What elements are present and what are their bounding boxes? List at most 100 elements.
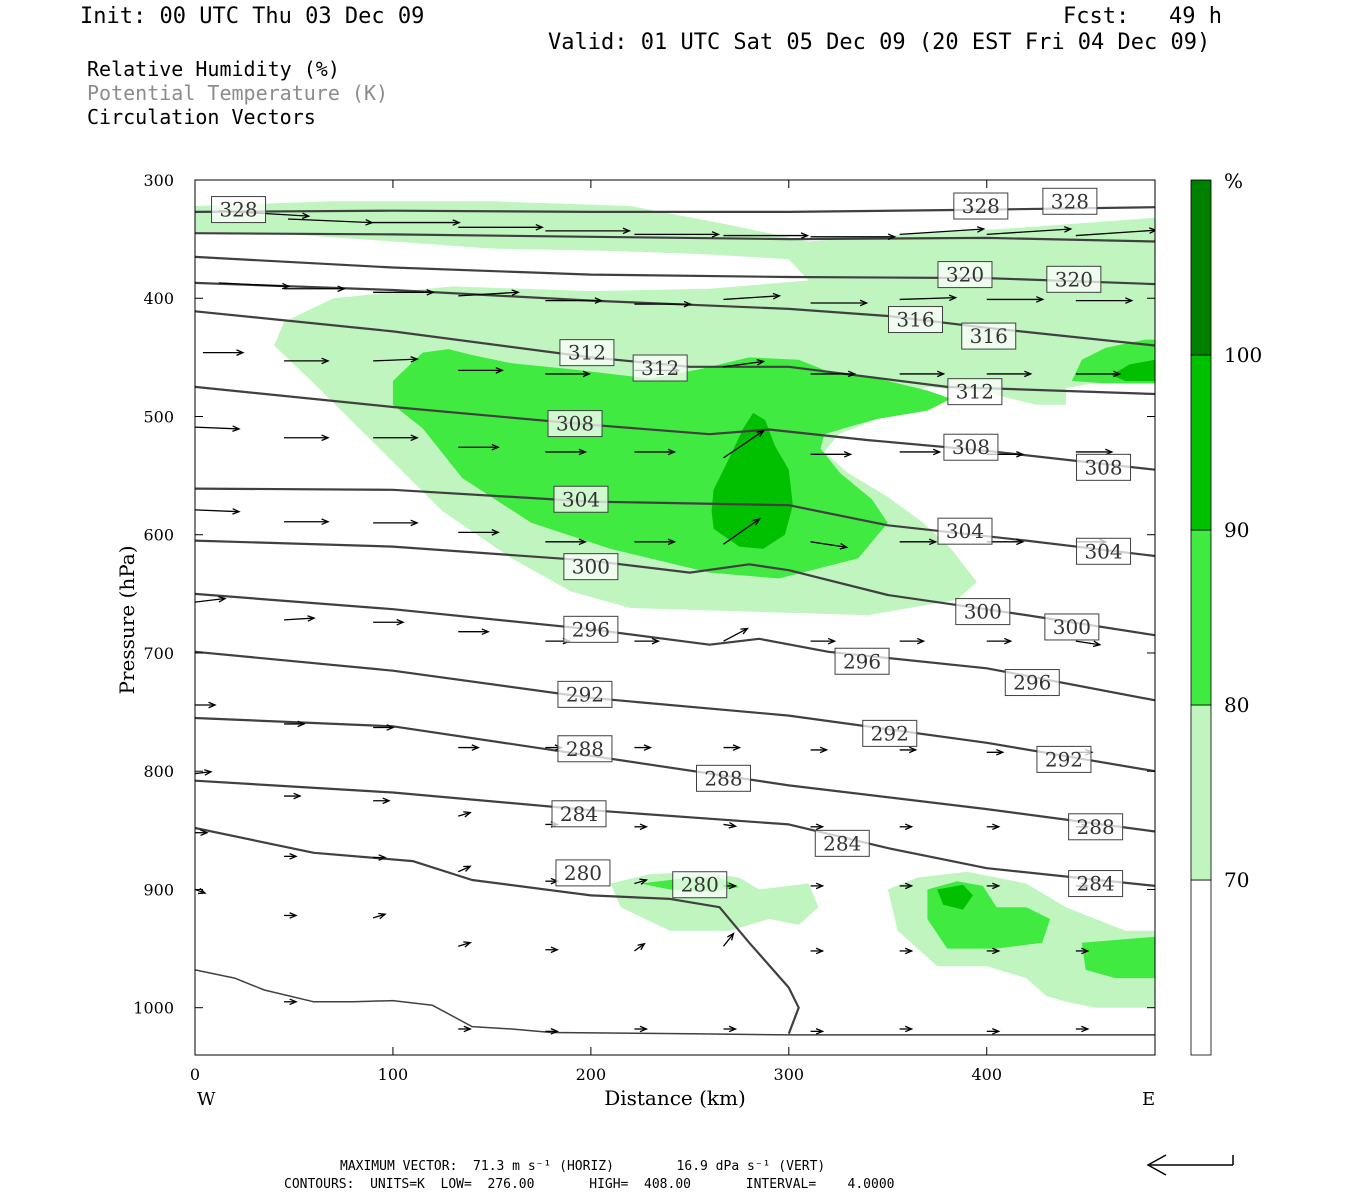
- isentrope-label-box: [1042, 187, 1098, 215]
- vector-shaft: [634, 879, 647, 885]
- vector-head: [463, 941, 472, 948]
- vector-head: [452, 219, 461, 226]
- vector-head: [815, 882, 825, 890]
- vector-head: [578, 448, 588, 456]
- vector-head: [732, 744, 742, 751]
- circulation-vector: [899, 1025, 914, 1033]
- circulation-vector: [373, 519, 419, 527]
- isentrope-288: [195, 716, 1155, 833]
- circulation-vector: [723, 358, 766, 368]
- vector-head: [667, 538, 677, 546]
- circulation-vector: [1075, 297, 1134, 304]
- vector-head: [1024, 370, 1033, 378]
- vector-head: [815, 947, 825, 955]
- circulation-vector: [458, 289, 520, 297]
- y-tick-label: 600: [143, 526, 174, 545]
- vector-head: [740, 627, 749, 635]
- circulation-vector: [810, 882, 825, 890]
- isentrope-label: 328: [211, 196, 267, 224]
- vector-head: [728, 1025, 738, 1033]
- isentrope-label: 296: [1004, 669, 1060, 697]
- vector-shaft: [899, 296, 956, 301]
- vector-head: [535, 223, 544, 231]
- vector-head: [1063, 226, 1073, 233]
- isentrope-label-text: 296: [1013, 671, 1051, 695]
- x-axis-east-label: E: [1142, 1089, 1155, 1110]
- vector-head: [827, 637, 837, 645]
- vector-shaft: [458, 291, 519, 297]
- vector-head: [337, 285, 346, 293]
- isentrope-label-box: [553, 485, 609, 513]
- circulation-vector: [810, 947, 825, 955]
- isentrope-label-box: [834, 647, 890, 675]
- isentrope-label-text: 300: [572, 555, 610, 579]
- y-tick-label: 800: [143, 762, 174, 781]
- circulation-vector: [723, 292, 782, 301]
- vector-shaft: [722, 933, 735, 947]
- isentrope-label-text: 288: [1077, 815, 1115, 839]
- circulation-vector: [986, 947, 1001, 955]
- rh-region-90: [1111, 359, 1155, 381]
- reference-vector: [1146, 1154, 1234, 1176]
- isentrope-label-text: 292: [871, 721, 909, 745]
- vector-head: [815, 823, 825, 831]
- isentrope-label-text: 292: [1045, 747, 1083, 771]
- circulation-vector: [723, 232, 810, 239]
- circulation-vector: [986, 296, 1045, 303]
- vector-head: [976, 226, 986, 233]
- isentrope-label: 308: [943, 433, 999, 461]
- circulation-vector: [458, 529, 500, 536]
- vector-shaft: [288, 218, 373, 224]
- vector-shaft: [373, 358, 418, 362]
- vector-head: [728, 822, 738, 829]
- x-tick-label: 200: [576, 1065, 607, 1084]
- circulation-vector: [810, 233, 897, 241]
- circulation-vector: [284, 357, 330, 365]
- vector-head: [481, 628, 490, 636]
- isentrope-276: [195, 969, 1155, 1036]
- isentrope-label: 284: [1068, 870, 1124, 898]
- vector-head: [297, 720, 306, 728]
- vector-head: [491, 443, 500, 451]
- isentrope-304: [195, 487, 1155, 558]
- x-tick-label: 0: [190, 1065, 200, 1084]
- circulation-vector: [634, 448, 677, 456]
- circulation-vector: [634, 744, 653, 751]
- relative-humidity-shading: [195, 201, 1155, 1008]
- isentrope-label: 308: [547, 410, 603, 438]
- vector-shaft: [1075, 229, 1155, 237]
- circulation-vector: [284, 720, 306, 728]
- isentrope-label-text: 312: [568, 341, 606, 365]
- circulation-vector: [722, 932, 735, 947]
- isentrope-label-box: [862, 719, 918, 747]
- vector-head: [711, 231, 721, 238]
- circulation-vector: [458, 628, 490, 636]
- isentrope-label: 288: [557, 735, 613, 763]
- isentrope-label: 328: [953, 192, 1009, 220]
- circulation-vector: [634, 637, 661, 645]
- vector-head: [293, 792, 302, 800]
- isentrope-280: [195, 826, 800, 1035]
- x-tick-label: 300: [774, 1065, 805, 1084]
- vector-head: [639, 1025, 649, 1033]
- circulation-vector: [723, 518, 761, 545]
- circulation-vector: [195, 425, 241, 432]
- isentrope-label: 320: [937, 261, 993, 289]
- x-tick-label: 100: [378, 1065, 409, 1084]
- axes: 300 400 500 600 700 800 900 1000 0 100 200 300 400: [133, 171, 1155, 1084]
- vector-head: [1125, 297, 1134, 304]
- circulation-vector: [810, 823, 825, 831]
- vector-shaft: [723, 823, 736, 827]
- circulation-vector: [723, 744, 742, 751]
- isentrope-284: [195, 779, 1155, 887]
- circulation-vector: [284, 853, 298, 860]
- rh-region-90: [937, 884, 973, 910]
- isentrope-328: [195, 206, 1155, 213]
- vector-head: [289, 912, 298, 919]
- vector-head: [321, 518, 330, 526]
- isentrope-label-box: [555, 859, 611, 887]
- isentrope-labels: 328 328 328 320 320 316 316 312 312 312 308 308 308 3…: [211, 187, 1132, 899]
- circulation-vector: [284, 615, 316, 622]
- isentrope-label: 284: [551, 800, 607, 828]
